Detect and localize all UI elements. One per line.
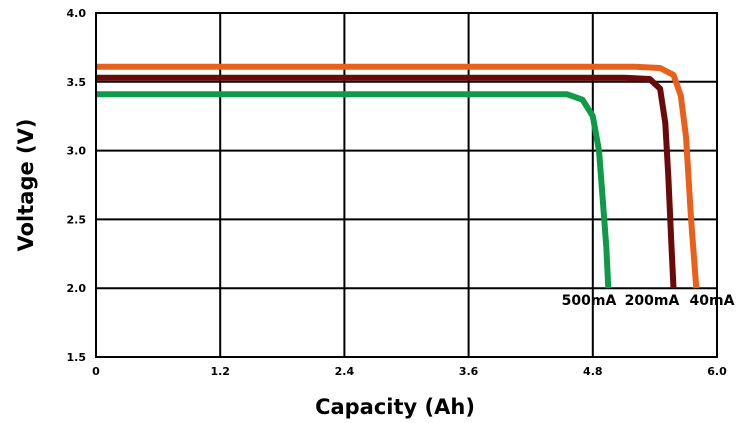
series-line-40mA [96, 63, 700, 289]
y-tick-label: 3.0 [67, 145, 87, 158]
series-label-500mA: 500mA [562, 293, 617, 309]
x-axis-title: Capacity (Ah) [315, 395, 475, 419]
x-tick-label: 2.4 [335, 365, 355, 378]
y-tick-label: 1.5 [67, 351, 87, 364]
series-line-200mA [96, 74, 677, 289]
series-lines [96, 63, 700, 289]
y-tick-label: 2.5 [67, 213, 87, 226]
x-tick-label: 0 [92, 365, 100, 378]
tick-labels: 0 1.2 2.4 3.6 4.8 6.0 1.5 2.0 2.5 3.0 3.5 4.0 [67, 7, 728, 378]
y-tick-label: 3.5 [67, 76, 87, 89]
series-label-200mA: 200mA [625, 293, 680, 309]
y-tick-label: 2.0 [67, 282, 87, 295]
x-tick-label: 6.0 [707, 365, 727, 378]
series-label-40mA: 40mA [690, 293, 735, 309]
y-tick-label: 4.0 [67, 7, 87, 20]
y-axis-title: Voltage (V) [14, 119, 38, 252]
x-tick-label: 1.2 [210, 365, 230, 378]
series-labels: 40mA 200mA 500mA [562, 293, 735, 309]
grid-lines [96, 13, 717, 357]
x-tick-label: 3.6 [459, 365, 479, 378]
series-line-500mA [96, 91, 612, 289]
plot-frame [95, 12, 718, 358]
x-tick-label: 4.8 [583, 365, 603, 378]
